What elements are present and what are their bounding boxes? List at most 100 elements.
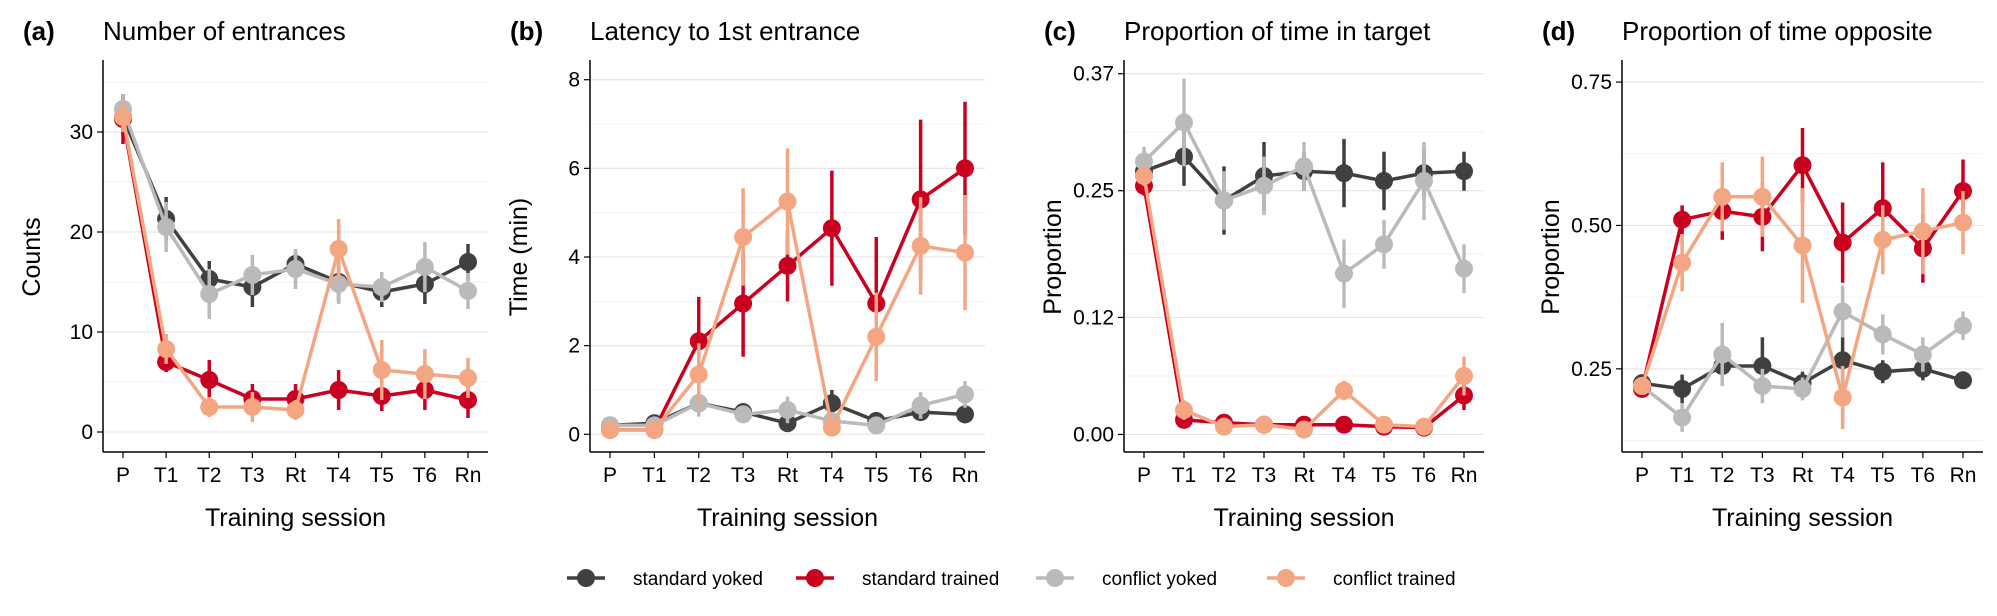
x-tick-label: T5 [369, 464, 394, 487]
data-point [689, 332, 708, 351]
data-point [1455, 366, 1473, 385]
series-conflict-yoked [601, 381, 974, 435]
data-point [1415, 171, 1433, 190]
data-point [911, 236, 930, 255]
panel-a: 0 10 20 30 P T1 T2 T3 Rt T4 T5 T6 Rn Training session… [18, 16, 488, 532]
panel-b: 0 2 4 6 8 P T1 T2 T3 Rt T4 T5 T6 Rn Training session Ti… [505, 16, 985, 532]
data-point [867, 416, 886, 435]
data-point [1215, 417, 1233, 436]
data-point [911, 396, 930, 415]
x-tick-label: T1 [1172, 464, 1197, 487]
y-tick-label: 6 [568, 157, 580, 180]
x-axis-title: Training session [205, 504, 386, 532]
data-point [822, 418, 841, 437]
data-point [822, 219, 841, 238]
y-tick-label: 30 [70, 121, 93, 144]
y-tick-label: 0.75 [1571, 71, 1612, 94]
data-point [1175, 113, 1193, 132]
data-point [601, 420, 619, 439]
x-tick-label: T6 [908, 464, 933, 487]
x-tick-label: T5 [1870, 464, 1895, 487]
x-tick-label: Rn [455, 464, 482, 487]
legend-label: standard yoked [633, 569, 763, 590]
data-point [1833, 302, 1852, 321]
y-tick-label: 8 [568, 69, 580, 92]
data-point [459, 369, 477, 387]
data-point [1295, 157, 1313, 176]
x-tick-label: T2 [1710, 464, 1735, 487]
legend-marker [1277, 569, 1295, 587]
data-point [329, 240, 348, 258]
panel-title: Latency to 1st entrance [590, 16, 860, 46]
data-point [1753, 356, 1772, 375]
x-axis-title: Training session [697, 504, 878, 532]
data-point [372, 278, 391, 296]
data-point [1954, 371, 1972, 390]
x-tick-label: Rn [1451, 464, 1478, 487]
y-axis-title: Counts [18, 217, 46, 296]
x-tick-label: Rt [777, 464, 798, 487]
x-tick-label: T2 [197, 464, 222, 487]
series-conflict-trained [1135, 166, 1473, 439]
data-point [1455, 259, 1473, 278]
data-point [734, 294, 753, 313]
data-point [1954, 316, 1972, 335]
y-tick-label: 0.00 [1073, 423, 1114, 446]
data-point [1753, 377, 1772, 396]
panel-label: (d) [1542, 16, 1575, 46]
y-axis-title: Proportion [1039, 199, 1067, 314]
legend-item-standard-yoked: standard yoked [567, 569, 763, 590]
legend-item-conflict-trained: conflict trained [1267, 569, 1456, 590]
data-point [1913, 345, 1932, 364]
x-tick-label: T1 [1670, 464, 1695, 487]
data-point [1135, 167, 1153, 186]
x-tick-label: Rt [1294, 464, 1315, 487]
x-tick-label: T1 [154, 464, 179, 487]
data-point [1873, 230, 1892, 249]
x-tick-label: T6 [413, 464, 438, 487]
data-point [243, 266, 262, 284]
data-point [1633, 377, 1651, 396]
series-conflict-trained [1633, 156, 1972, 430]
x-tick-label: T5 [1372, 464, 1397, 487]
series-conflict-trained [114, 102, 477, 422]
legend-marker [577, 569, 595, 587]
data-point [1673, 210, 1692, 229]
panel-d: 0.25 0.50 0.75 P T1 T2 T3 Rt T4 T5 T6 Rn Training se… [1537, 16, 1983, 532]
data-point [1335, 164, 1353, 183]
y-axis-title: Time (min) [505, 198, 533, 317]
legend-item-conflict-yoked: conflict yoked [1036, 569, 1217, 590]
panel-title: Number of entrances [103, 16, 346, 46]
y-tick-label: 2 [568, 335, 580, 358]
panel-label: (c) [1044, 16, 1076, 46]
data-point [1913, 222, 1932, 241]
data-point [734, 228, 753, 247]
data-point [1375, 171, 1393, 190]
x-tick-label: T6 [1911, 464, 1936, 487]
data-point [415, 365, 434, 383]
y-tick-label: 4 [568, 246, 580, 269]
x-tick-label: T4 [820, 464, 845, 487]
series-line [1142, 185, 1466, 430]
x-tick-label: T1 [642, 464, 667, 487]
data-point [1255, 415, 1273, 434]
data-point [415, 258, 434, 276]
panel-label: (a) [23, 16, 55, 46]
legend-marker [1046, 569, 1064, 587]
data-point [1673, 253, 1692, 272]
y-tick-label: 20 [70, 221, 93, 244]
data-point [956, 405, 974, 424]
data-point [1833, 351, 1852, 370]
data-point [1175, 401, 1193, 420]
data-point [956, 159, 974, 178]
x-tick-label: T5 [864, 464, 889, 487]
data-point [1673, 408, 1692, 427]
legend-item-standard-trained: standard trained [796, 569, 999, 590]
y-tick-label: 0.25 [1571, 358, 1612, 381]
y-tick-label: 0 [81, 421, 93, 444]
data-point [243, 398, 262, 416]
panel-title: Proportion of time in target [1124, 16, 1431, 46]
data-point [1375, 415, 1393, 434]
x-tick-label: T6 [1412, 464, 1437, 487]
